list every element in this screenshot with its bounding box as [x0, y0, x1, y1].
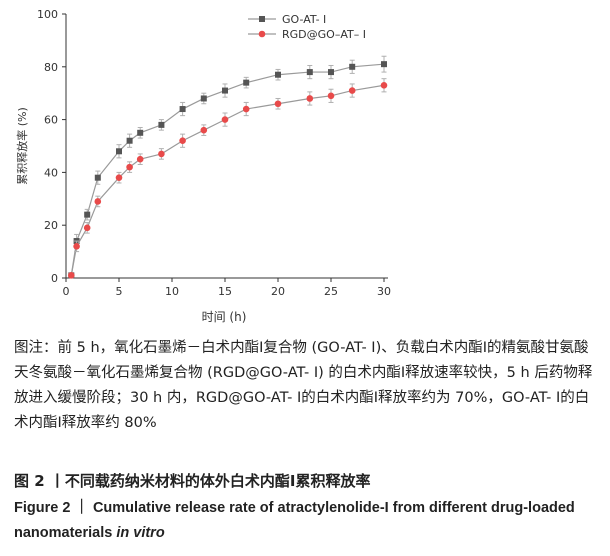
y-axis-label: 累积释放率 (%)	[15, 107, 29, 185]
data-point	[275, 71, 281, 78]
data-point	[242, 105, 250, 113]
x-tick-label: 30	[377, 285, 391, 298]
data-point	[116, 148, 122, 155]
x-tick-label: 25	[324, 285, 338, 298]
y-tick-label: 40	[44, 166, 58, 179]
data-point	[274, 100, 282, 108]
data-point	[84, 211, 91, 218]
data-point	[328, 69, 334, 76]
chart-axes	[65, 14, 388, 279]
x-tick-label: 0	[63, 285, 70, 298]
legend-label: GO-AT- Ⅰ	[282, 13, 326, 26]
data-point	[126, 163, 133, 171]
chart-plot-area	[68, 55, 388, 279]
figure-title-en: Figure 2 ｜ Cumulative release rate of at…	[14, 496, 598, 546]
data-point	[381, 61, 387, 68]
chart-ticks: 0 5 10 15 20 25 30 0 20 40 60 80 100	[37, 8, 391, 298]
y-tick-label: 0	[51, 272, 58, 285]
data-point	[327, 92, 335, 100]
data-point	[348, 87, 356, 94]
y-tick-label: 20	[44, 219, 58, 232]
data-point	[349, 63, 356, 70]
data-point	[158, 121, 165, 128]
data-point	[200, 95, 207, 102]
x-tick-label: 10	[165, 285, 179, 298]
data-point	[126, 137, 133, 144]
release-chart: 0 5 10 15 20 25 30 0 20 40 60 80 100 GO-AT- Ⅰ RGD@GO–…	[15, 8, 391, 324]
data-point	[136, 155, 144, 163]
data-point	[243, 79, 250, 86]
x-tick-label: 5	[116, 285, 123, 298]
figure-title-cn: 图 2 丨不同载药纳米材料的体外白术内酯Ⅰ累积释放率	[14, 472, 371, 490]
data-point	[158, 150, 165, 158]
y-tick-label: 100	[37, 8, 58, 21]
series-line	[70, 63, 385, 276]
data-point	[200, 126, 208, 134]
x-tick-label: 15	[218, 285, 232, 298]
chart-legend: GO-AT- Ⅰ RGD@GO–AT– Ⅰ	[248, 13, 366, 41]
data-point	[306, 69, 313, 76]
legend-marker	[259, 16, 265, 22]
figure-note: 图注：前 5 h，氧化石墨烯－白术内酯Ⅰ复合物 (GO-AT- Ⅰ)、负载白术内…	[14, 340, 593, 431]
data-point	[380, 81, 388, 89]
data-point	[83, 224, 91, 232]
data-point	[115, 174, 123, 181]
data-point	[306, 95, 314, 102]
data-point	[179, 106, 186, 113]
figure-title-en-italic: in vitro	[116, 525, 165, 541]
x-tick-label: 20	[271, 285, 285, 298]
data-point	[68, 272, 75, 279]
series-1	[68, 55, 387, 279]
data-point	[222, 87, 228, 94]
series-2	[68, 78, 388, 279]
data-point	[94, 174, 101, 181]
y-tick-label: 60	[44, 114, 58, 127]
data-point	[179, 137, 186, 145]
data-point	[221, 116, 229, 123]
data-point	[94, 198, 102, 205]
figure-title-en-main: Figure 2 ｜ Cumulative release rate of at…	[14, 500, 575, 541]
legend-marker	[258, 30, 266, 38]
x-axis-label: 时间 (h)	[202, 310, 247, 324]
y-tick-label: 80	[44, 61, 58, 74]
data-point	[73, 243, 80, 250]
legend-label: RGD@GO–AT– Ⅰ	[282, 28, 366, 41]
data-point	[137, 129, 144, 136]
